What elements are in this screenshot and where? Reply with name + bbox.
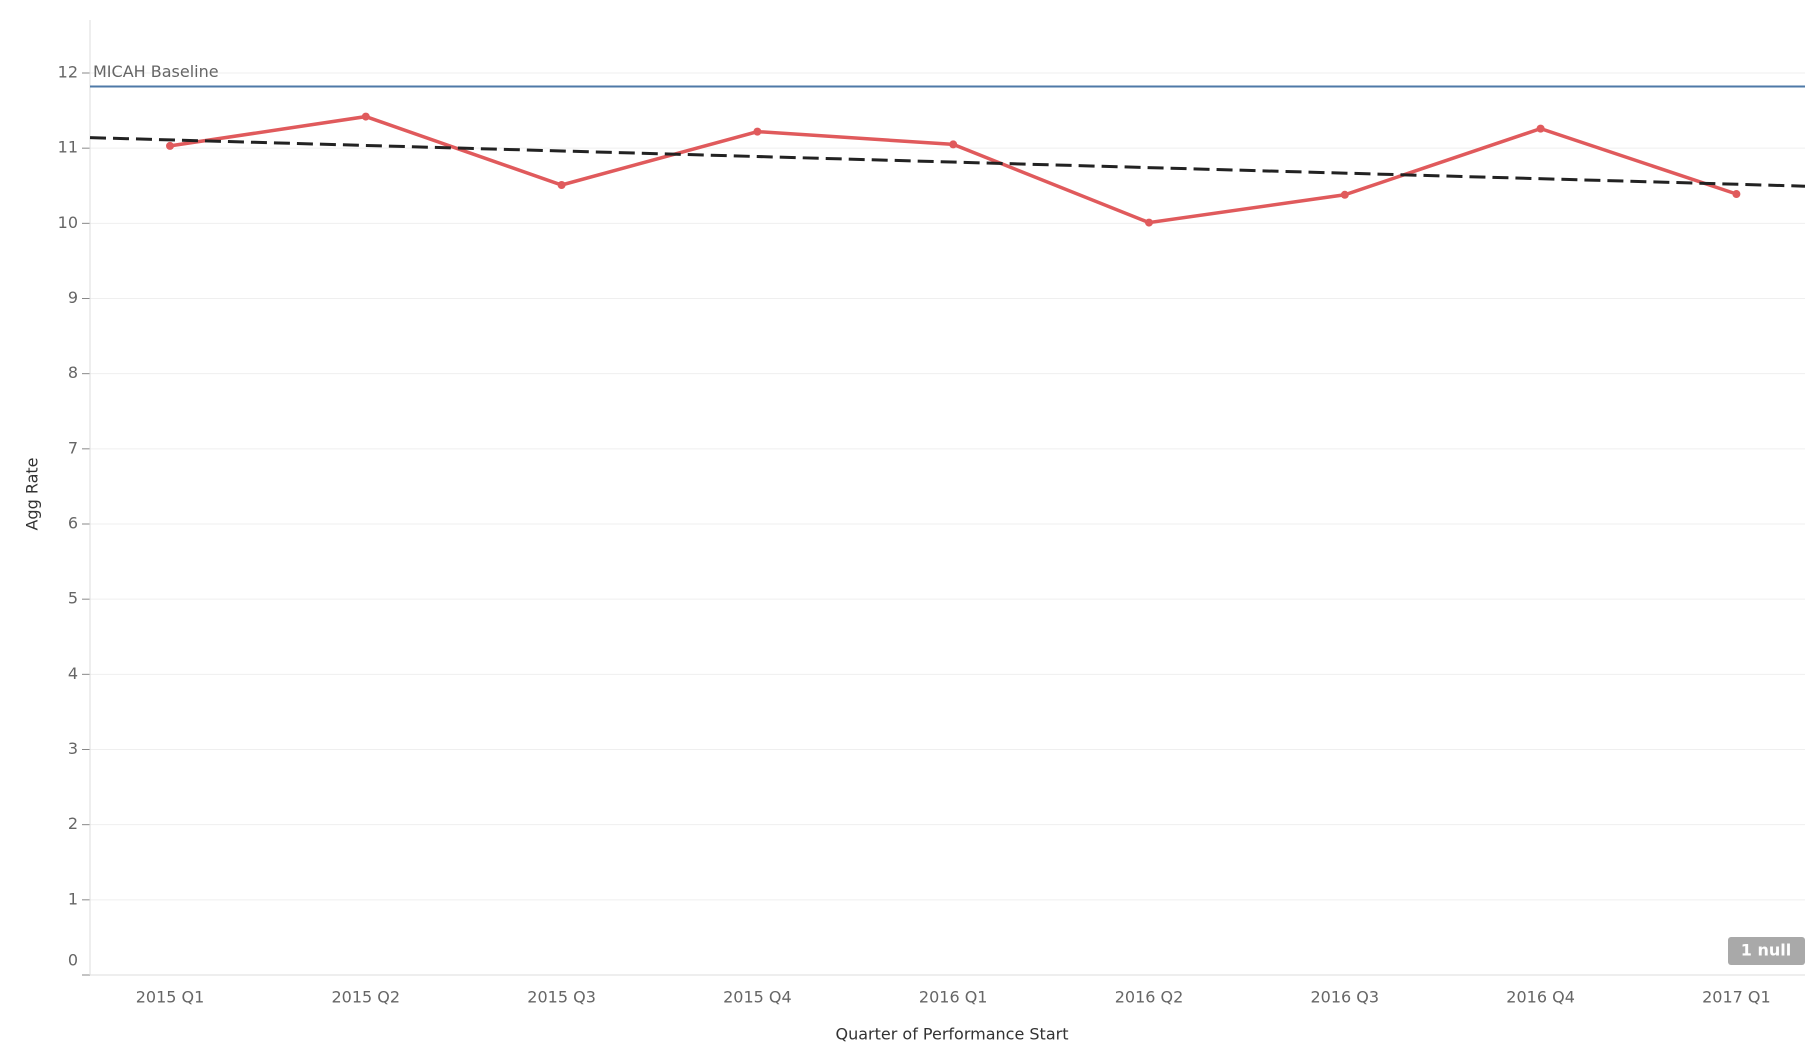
- y-tick-label: 4: [68, 664, 78, 683]
- y-tick-label: 8: [68, 363, 78, 382]
- data-line: [169, 114, 1737, 225]
- y-tick-label: 3: [68, 739, 78, 758]
- x-tick-label: 2016 Q2: [1115, 988, 1184, 1007]
- null-badge: [1728, 937, 1805, 965]
- null-badge-label: 1 null: [1741, 941, 1791, 960]
- x-axis-title: Quarter of Performance Start: [836, 1025, 1069, 1044]
- x-tick-label: 2015 Q2: [332, 988, 401, 1007]
- y-tick-label: 10: [58, 213, 78, 232]
- x-tick-label: 2016 Q1: [919, 988, 988, 1007]
- data-point: [1145, 218, 1153, 227]
- y-tick-label: 0: [68, 951, 78, 970]
- y-tick-label: 5: [68, 589, 78, 608]
- trend-line: [89, 136, 1805, 188]
- data-point: [949, 140, 958, 149]
- y-tick-label: 12: [58, 63, 78, 82]
- data-point: [1536, 124, 1545, 133]
- x-tick-label: 2015 Q3: [527, 988, 596, 1007]
- reference-label: MICAH Baseline: [93, 62, 219, 81]
- data-point: [1732, 190, 1741, 199]
- y-tick-label: 6: [68, 514, 78, 533]
- y-axis-title: Agg Rate: [23, 457, 42, 530]
- y-tick-label: 1: [68, 889, 78, 908]
- data-point: [361, 112, 370, 121]
- y-tick-label: 2: [68, 814, 78, 833]
- data-point: [1340, 190, 1349, 199]
- x-tick-label: 2015 Q4: [723, 988, 792, 1007]
- data-point: [166, 141, 174, 150]
- y-tick-label: 7: [68, 438, 78, 457]
- x-tick-label: 2016 Q3: [1311, 988, 1380, 1007]
- x-tick-label: 2015 Q1: [136, 988, 205, 1007]
- x-tick-label: 2017 Q1: [1702, 988, 1771, 1007]
- data-point: [753, 127, 762, 136]
- x-tick-label: 2016 Q4: [1506, 988, 1575, 1007]
- y-tick-label: 9: [68, 288, 78, 307]
- data-point: [557, 180, 566, 189]
- y-tick-label: 11: [58, 138, 78, 157]
